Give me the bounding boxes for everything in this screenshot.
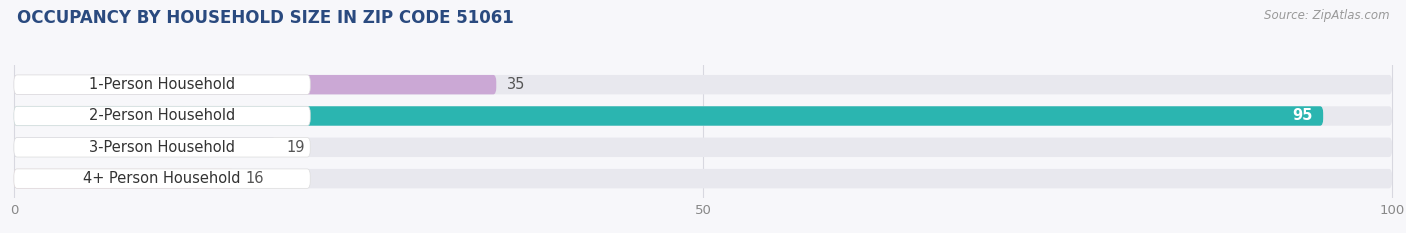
Text: 4+ Person Household: 4+ Person Household [83,171,240,186]
FancyBboxPatch shape [14,138,1392,157]
FancyBboxPatch shape [14,169,235,188]
FancyBboxPatch shape [14,138,276,157]
FancyBboxPatch shape [14,106,311,126]
Text: 3-Person Household: 3-Person Household [89,140,235,155]
FancyBboxPatch shape [14,75,1392,94]
FancyBboxPatch shape [14,169,311,188]
Text: OCCUPANCY BY HOUSEHOLD SIZE IN ZIP CODE 51061: OCCUPANCY BY HOUSEHOLD SIZE IN ZIP CODE … [17,9,513,27]
Text: 95: 95 [1292,109,1312,123]
FancyBboxPatch shape [14,106,1392,126]
FancyBboxPatch shape [14,75,496,94]
Text: 1-Person Household: 1-Person Household [89,77,235,92]
Text: Source: ZipAtlas.com: Source: ZipAtlas.com [1264,9,1389,22]
Text: 2-Person Household: 2-Person Household [89,109,235,123]
Text: 35: 35 [508,77,526,92]
FancyBboxPatch shape [14,106,1323,126]
FancyBboxPatch shape [14,169,1392,188]
Text: 19: 19 [287,140,305,155]
FancyBboxPatch shape [14,138,311,157]
Text: 16: 16 [246,171,264,186]
FancyBboxPatch shape [14,75,311,94]
